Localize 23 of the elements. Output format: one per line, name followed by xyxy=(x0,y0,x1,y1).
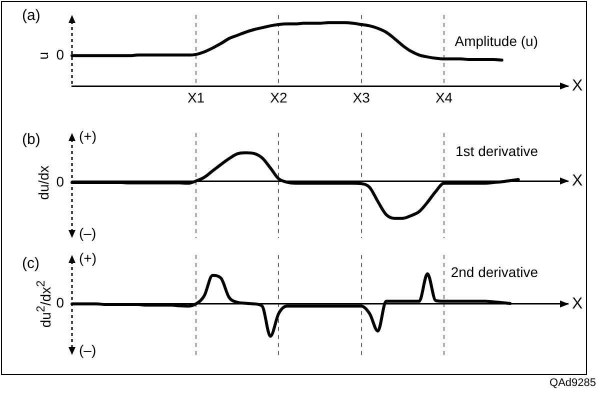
text: (–) xyxy=(79,224,96,241)
x-axis-title: X xyxy=(572,172,583,190)
text: (–) xyxy=(79,342,96,358)
x-tick-label: X3 xyxy=(352,89,370,106)
text: (+) xyxy=(79,250,96,266)
text: 0 xyxy=(56,173,64,190)
x-axis-title: X xyxy=(572,78,583,95)
x-tick-label: X1 xyxy=(187,89,205,106)
text: QAd9285 xyxy=(550,377,596,390)
series-label: 1st derivative xyxy=(456,142,538,159)
text: (+) xyxy=(79,128,96,144)
chart-title: (c) xyxy=(22,255,40,272)
y-axis-title: u xyxy=(35,52,52,60)
chart-title: (b) xyxy=(22,131,40,148)
y-axis-title: du/dx xyxy=(35,166,52,200)
x-tick-label: X4 xyxy=(435,89,453,106)
text: 0 xyxy=(56,46,64,63)
text: 0 xyxy=(56,294,64,311)
chart-title: (a) xyxy=(22,7,40,24)
series-label: Amplitude (u) xyxy=(454,32,538,49)
x-tick-label: X2 xyxy=(270,89,288,106)
x-axis-title: X xyxy=(572,295,583,312)
series-label: 2nd derivative xyxy=(450,264,538,280)
